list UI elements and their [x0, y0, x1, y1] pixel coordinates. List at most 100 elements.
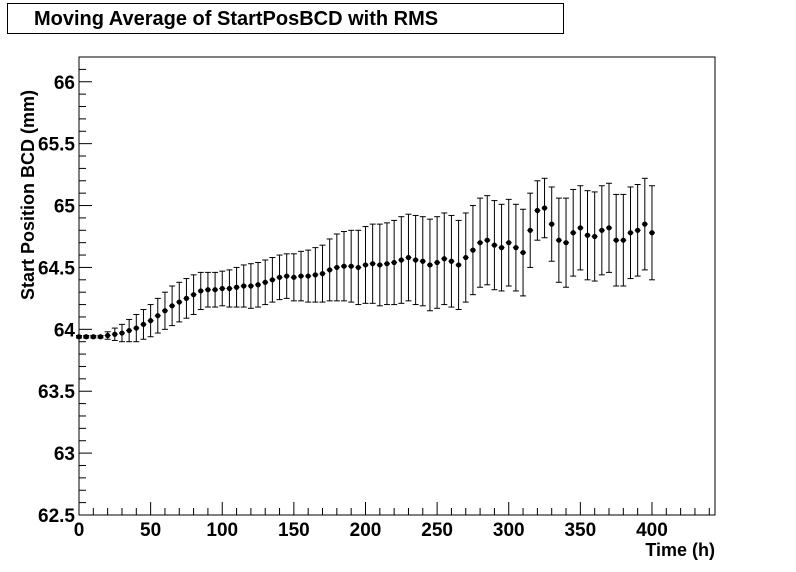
data-point — [426, 218, 433, 312]
data-marker — [549, 221, 555, 227]
data-point — [534, 180, 541, 241]
data-point — [76, 334, 82, 340]
data-point — [190, 274, 197, 315]
x-tick-label: 350 — [564, 520, 596, 541]
data-marker — [119, 330, 125, 336]
data-marker — [190, 292, 197, 298]
data-marker — [563, 240, 569, 246]
x-tick-label: 0 — [74, 520, 85, 541]
plot-frame — [78, 56, 716, 516]
data-marker — [470, 247, 476, 253]
data-marker — [635, 227, 641, 233]
data-point — [226, 269, 233, 308]
data-marker — [398, 257, 404, 263]
data-marker — [613, 237, 619, 243]
data-marker — [427, 262, 433, 268]
x-tick-label: 100 — [206, 520, 238, 541]
data-marker — [291, 274, 297, 280]
data-point — [341, 231, 347, 302]
data-point — [462, 212, 469, 303]
data-marker — [262, 279, 268, 285]
data-marker — [362, 262, 369, 268]
x-axis: 0 50 100 150 200 250 300 350 400 — [74, 502, 710, 541]
data-point — [133, 313, 140, 343]
data-marker — [463, 254, 469, 261]
data-marker — [233, 284, 240, 290]
data-point — [183, 278, 190, 319]
data-marker — [255, 282, 261, 288]
data-point — [83, 334, 90, 340]
data-point — [197, 271, 204, 311]
data-point — [527, 192, 534, 268]
data-point — [348, 229, 355, 303]
data-point — [491, 200, 498, 291]
data-marker — [276, 274, 283, 280]
data-marker — [441, 256, 447, 262]
data-marker — [97, 334, 104, 340]
data-marker — [599, 227, 605, 233]
data-marker — [133, 325, 139, 331]
data-marker — [484, 237, 490, 243]
chart-title: Moving Average of StartPosBCD with RMS — [34, 8, 439, 30]
y-tick-label: 65 — [54, 197, 76, 218]
data-point — [118, 323, 125, 343]
data-marker — [148, 318, 154, 324]
data-point — [419, 216, 426, 307]
data-point — [233, 266, 240, 308]
data-marker — [384, 261, 390, 267]
data-point — [161, 291, 168, 330]
data-point — [520, 208, 527, 297]
data-marker — [169, 303, 175, 309]
data-marker — [527, 227, 533, 233]
data-point — [219, 270, 226, 307]
data-point — [434, 216, 441, 309]
data-point — [90, 334, 97, 340]
data-point — [298, 250, 305, 302]
data-marker — [448, 258, 455, 264]
y-tick-label: 66 — [54, 73, 75, 94]
data-marker — [477, 240, 483, 246]
x-tick-label: 400 — [636, 520, 668, 541]
chart-title-box: Moving Average of StartPosBCD with RMS — [7, 3, 564, 34]
data-marker — [391, 259, 397, 266]
data-point — [620, 193, 627, 287]
data-marker — [520, 249, 526, 256]
data-point — [391, 219, 398, 306]
data-marker — [592, 233, 598, 240]
data-marker — [541, 205, 548, 211]
data-marker — [284, 273, 290, 279]
x-axis-label: Time (h) — [645, 540, 715, 560]
data-marker — [248, 283, 254, 289]
data-point — [563, 197, 570, 288]
data-marker — [491, 242, 498, 248]
data-marker — [341, 263, 347, 269]
data-point — [548, 186, 555, 262]
data-point — [570, 188, 577, 277]
data-marker — [434, 259, 440, 266]
data-point — [126, 318, 133, 343]
data-point — [448, 214, 455, 308]
x-tick-label: 200 — [350, 520, 382, 541]
x-tick-label: 50 — [140, 520, 161, 541]
data-point — [484, 195, 491, 286]
data-point — [305, 249, 312, 303]
data-marker — [105, 332, 111, 339]
y-tick-label: 64.5 — [38, 258, 75, 279]
data-marker — [513, 245, 519, 251]
data-point — [362, 226, 369, 304]
data-point — [555, 197, 562, 283]
data-marker — [112, 331, 118, 337]
data-point — [369, 223, 376, 304]
data-point — [319, 244, 326, 303]
data-point — [204, 271, 211, 308]
data-marker — [183, 295, 190, 301]
data-point — [97, 334, 104, 340]
data-point — [648, 185, 655, 281]
data-point — [154, 297, 161, 334]
data-marker — [198, 288, 204, 294]
data-point — [140, 309, 147, 340]
data-point — [412, 214, 419, 306]
data-marker — [570, 230, 576, 236]
data-marker — [584, 232, 591, 238]
x-tick-label: 300 — [493, 520, 525, 541]
